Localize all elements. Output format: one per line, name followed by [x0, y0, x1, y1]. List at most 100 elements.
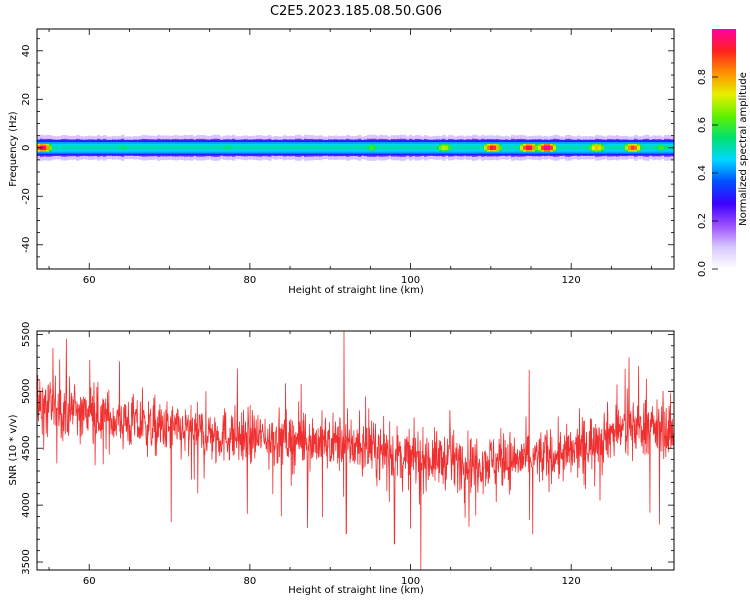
spectrogram-cell	[259, 145, 263, 150]
colorbar-tick-label: 0.4	[697, 165, 708, 181]
spectrogram-cell	[286, 145, 290, 150]
spectrogram-cell	[91, 145, 95, 150]
spectrogram-cell	[607, 145, 611, 150]
spectrogram-cell	[208, 145, 212, 150]
spectrogram-cell	[241, 145, 245, 150]
spectrogram-cell	[175, 145, 179, 150]
spectrogram-cell	[58, 145, 62, 150]
x-tick-label: 100	[401, 275, 420, 286]
spectrogram-cell	[232, 145, 236, 150]
spectrogram-cell	[226, 145, 230, 150]
colorbar-tick-label: 0.8	[697, 69, 708, 85]
colorbar-ticks: 0.0 0.2 0.4 0.6 0.8	[697, 69, 718, 277]
spectrogram-cell	[508, 145, 512, 150]
spectrogram-cell	[577, 145, 581, 150]
spectrogram-cell	[640, 145, 644, 150]
spectrogram-cell	[589, 145, 593, 150]
spectrogram-cell	[568, 145, 572, 150]
spectrogram-cell	[445, 145, 449, 150]
spectrogram-cell	[535, 145, 539, 150]
spectrogram-cell	[433, 145, 437, 150]
spectrogram-cell	[250, 145, 254, 150]
spectrogram-cell	[424, 145, 428, 150]
spectrogram-cell	[592, 145, 596, 150]
spectrogram-cell	[532, 145, 536, 150]
spectrogram-cell	[469, 145, 473, 150]
spectrogram-cell	[118, 145, 122, 150]
spectrogram-cell	[418, 145, 422, 150]
spectrogram-cell	[220, 145, 224, 150]
spectrogram-cell	[454, 145, 458, 150]
spectrogram-cell	[637, 145, 641, 150]
spectrogram-x-ticks: 60 80 100 120	[48, 29, 652, 286]
colorbar: 0.0 0.2 0.4 0.6 0.8 Normalized spectral ampl…	[697, 29, 749, 277]
spectrogram-cell	[181, 145, 185, 150]
spectrogram-frame	[36, 28, 675, 270]
spectrogram-cell	[358, 145, 362, 150]
spectrogram-cell	[166, 145, 170, 150]
spectrogram-cell	[97, 145, 101, 150]
spectrogram-cell	[520, 145, 524, 150]
spectrogram-cell	[397, 145, 401, 150]
spectrogram-cell	[217, 145, 221, 150]
spectrogram-cell	[370, 145, 374, 150]
spectrogram-cell	[652, 145, 656, 150]
spectrogram-cell	[130, 145, 134, 150]
spectrogram-cell	[406, 145, 410, 150]
spectrogram-y-label: Frequency (Hz)	[8, 111, 19, 187]
snr-frame	[36, 330, 675, 571]
spectrogram-cell	[595, 145, 599, 150]
spectrogram-cell	[73, 145, 77, 150]
spectrogram-cell	[391, 145, 395, 150]
spectrogram-cell	[622, 145, 626, 150]
spectrogram-cell	[616, 145, 620, 150]
spectrogram-cell	[199, 145, 203, 150]
spectrogram-cell	[562, 145, 566, 150]
spectrogram-cell	[238, 145, 242, 150]
spectrogram-cell	[625, 145, 629, 150]
spectrogram-cell	[439, 145, 443, 150]
spectrogram-cell	[76, 145, 80, 150]
spectrogram-cell	[235, 145, 239, 150]
spectrogram-cell	[481, 145, 485, 150]
spectrogram-cell	[529, 145, 533, 150]
spectrogram-cell	[88, 145, 92, 150]
spectrogram-cell	[388, 145, 392, 150]
spectrogram-cell	[196, 145, 200, 150]
spectrogram-cell	[334, 145, 338, 150]
snr-x-ticks: 60 80 100 120	[48, 331, 652, 587]
spectrogram-cell	[151, 145, 155, 150]
snr-y-ticks: 3500 4000 4500 5000 5500	[21, 322, 674, 575]
spectrogram-cell	[514, 145, 518, 150]
spectrogram-cell	[538, 145, 542, 150]
spectrogram-cell	[346, 145, 350, 150]
spectrogram-x-label: Height of straight line (km)	[288, 285, 424, 296]
spectrogram-cell	[610, 145, 614, 150]
spectrogram-cell	[316, 145, 320, 150]
spectrogram-cell	[253, 145, 257, 150]
spectrogram-cell	[541, 145, 545, 150]
y-tick-label: 5000	[21, 379, 32, 404]
spectrogram-cell	[145, 145, 149, 150]
y-tick-label: 20	[21, 93, 32, 106]
spectrogram-cell	[661, 145, 665, 150]
spectrogram-cell	[124, 145, 128, 150]
spectrogram-cell	[436, 145, 440, 150]
spectrogram-cell	[382, 145, 386, 150]
spectrogram-cell	[172, 145, 176, 150]
spectrogram-cell	[472, 145, 476, 150]
spectrogram-cell	[271, 145, 275, 150]
spectrogram-cell	[604, 145, 608, 150]
spectrogram-cell	[112, 145, 116, 150]
y-tick-label: 3500	[21, 549, 32, 574]
spectrogram-cell	[580, 145, 584, 150]
spectrogram-cell	[283, 145, 287, 150]
spectrogram-cell	[247, 145, 251, 150]
spectrogram-panel: 60 80 100 120 -40 -20 0 20 40 Height of straigh…	[8, 28, 675, 296]
spectrogram-cell	[280, 145, 284, 150]
spectrogram-cell	[451, 145, 455, 150]
spectrogram-cell	[553, 145, 557, 150]
spectrogram-y-ticks: -40 -20 0 20 40	[21, 38, 674, 270]
spectrogram-cell	[115, 145, 119, 150]
spectrogram-cell	[430, 145, 434, 150]
